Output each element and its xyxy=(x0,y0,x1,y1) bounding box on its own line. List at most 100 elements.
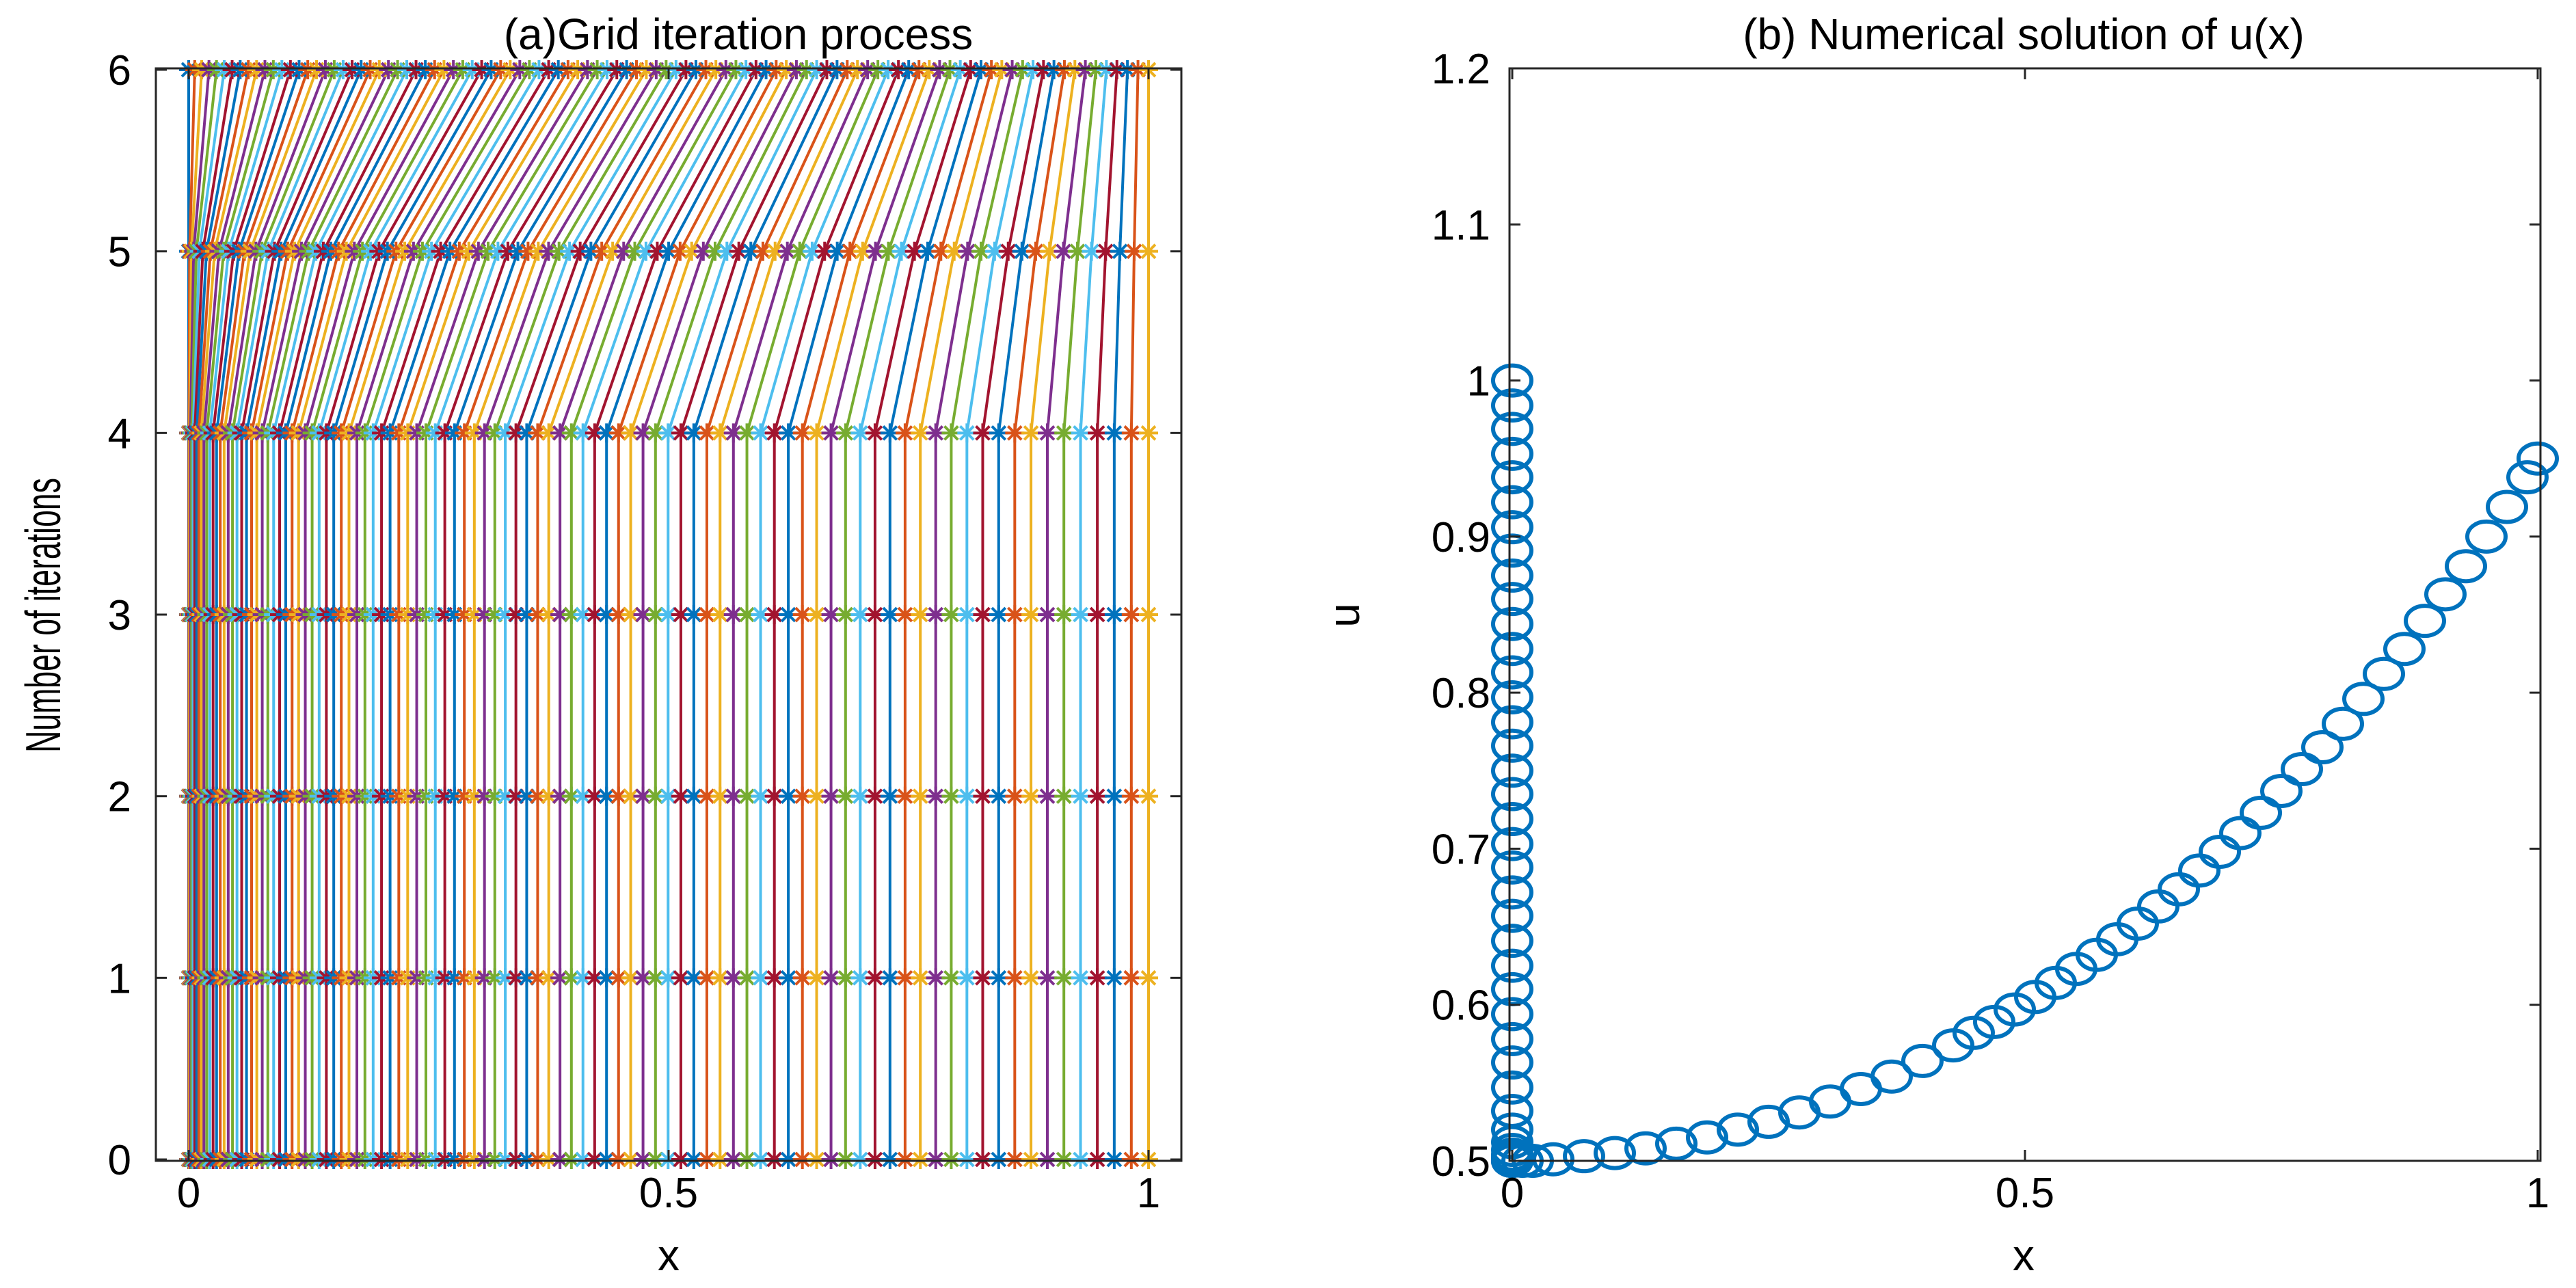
grid-line-segment xyxy=(514,250,582,434)
star-stroke xyxy=(975,606,991,623)
star-stroke xyxy=(837,606,854,623)
grid-line-segment xyxy=(993,69,1035,252)
star-stroke xyxy=(615,243,632,259)
star-stroke xyxy=(975,970,991,986)
solution-point xyxy=(1491,1070,1533,1105)
grid-line-segment xyxy=(787,251,839,433)
star-stroke xyxy=(739,788,755,804)
star-stroke xyxy=(725,1151,742,1168)
solution-point xyxy=(1686,1120,1728,1155)
grid-line-segment xyxy=(337,69,436,252)
grid-line-segment xyxy=(1118,69,1129,252)
grid-line-segment xyxy=(692,251,753,433)
star-stroke xyxy=(842,243,858,259)
star-stroke xyxy=(1073,1151,1088,1168)
star-stroke xyxy=(684,243,700,259)
grid-line-segment xyxy=(887,69,952,252)
grid-line-segment xyxy=(245,251,283,433)
grid-line-segment xyxy=(190,251,198,433)
star-stroke xyxy=(1097,243,1114,259)
grid-line-segment xyxy=(477,68,589,252)
grid-line-segment xyxy=(1030,251,1051,433)
star-stroke xyxy=(852,606,868,623)
star-marker xyxy=(573,423,593,443)
star-marker xyxy=(585,423,604,443)
solution-point xyxy=(1491,924,1533,958)
solution-point xyxy=(1491,436,1533,471)
star-stroke xyxy=(823,788,839,804)
star-stroke xyxy=(959,606,975,623)
grid-line-segment xyxy=(188,69,196,252)
grid-line-segment xyxy=(307,69,399,252)
star-stroke xyxy=(973,243,989,259)
solution-point xyxy=(2383,632,2426,667)
star-stroke xyxy=(837,970,854,986)
star-marker xyxy=(1038,968,1058,988)
grid-line-segment xyxy=(293,69,381,252)
star-stroke xyxy=(1039,970,1056,986)
star-stroke xyxy=(1073,970,1088,986)
star-marker xyxy=(1088,1150,1108,1169)
star-stroke xyxy=(852,970,868,986)
grid-line-segment xyxy=(749,69,839,252)
star-stroke xyxy=(635,970,651,986)
solution-point xyxy=(1532,1142,1574,1177)
star-stroke xyxy=(575,425,591,441)
grid-line-segment xyxy=(762,69,849,252)
solution-point xyxy=(2465,519,2508,554)
star-marker xyxy=(891,241,911,261)
star-stroke xyxy=(739,1151,755,1168)
solution-point xyxy=(1491,606,1533,641)
star-stroke xyxy=(712,425,728,441)
star-stroke xyxy=(794,606,811,623)
grid-line-segment xyxy=(483,251,550,433)
star-stroke xyxy=(587,425,603,441)
star-stroke xyxy=(611,788,627,804)
star-marker xyxy=(723,1150,743,1169)
y-tick-label: 0 xyxy=(108,1137,131,1184)
star-marker xyxy=(1021,786,1041,806)
grid-line-segment xyxy=(589,68,697,252)
grid-line-segment xyxy=(345,69,446,252)
star-stroke xyxy=(1089,1151,1105,1168)
grid-line-segment xyxy=(859,251,903,433)
grid-line-segment xyxy=(217,69,267,252)
star-stroke xyxy=(552,788,568,804)
star-stroke xyxy=(928,788,944,804)
grid-line-segment xyxy=(227,69,284,252)
solution-point xyxy=(1491,510,1533,545)
panel-b-title: (b) Numerical solution of u(x) xyxy=(1743,10,2305,59)
star-marker xyxy=(1139,786,1158,806)
grid-line-segment xyxy=(304,251,356,433)
grid-line-segment xyxy=(633,69,738,252)
solution-point xyxy=(1491,827,1533,861)
grid-line-segment xyxy=(900,69,962,252)
star-stroke xyxy=(541,970,556,986)
star-stroke xyxy=(867,1151,883,1168)
star-stroke xyxy=(780,606,796,623)
star-stroke xyxy=(912,788,928,804)
grid-line-segment xyxy=(1090,69,1108,252)
star-marker xyxy=(621,1150,641,1169)
star-stroke xyxy=(1000,243,1017,259)
star-stroke xyxy=(712,970,728,986)
star-stroke xyxy=(725,788,742,804)
star-marker xyxy=(926,423,945,443)
solution-point xyxy=(1491,997,1533,1032)
grid-line-segment xyxy=(504,250,572,434)
star-marker xyxy=(1139,423,1158,443)
star-stroke xyxy=(1140,243,1157,259)
grid-line-segment xyxy=(211,251,235,433)
star-marker xyxy=(705,241,725,261)
star-marker xyxy=(723,605,743,624)
star-stroke xyxy=(1007,425,1023,441)
star-stroke xyxy=(897,970,913,986)
star-stroke xyxy=(912,606,928,623)
star-stroke xyxy=(991,606,1007,623)
grid-line-segment xyxy=(377,69,483,252)
grid-line-segment xyxy=(690,69,788,252)
y-tick-label: 0.6 xyxy=(1432,982,1490,1030)
grid-line-segment xyxy=(232,69,292,252)
star-stroke xyxy=(635,788,651,804)
star-stroke xyxy=(623,970,639,986)
